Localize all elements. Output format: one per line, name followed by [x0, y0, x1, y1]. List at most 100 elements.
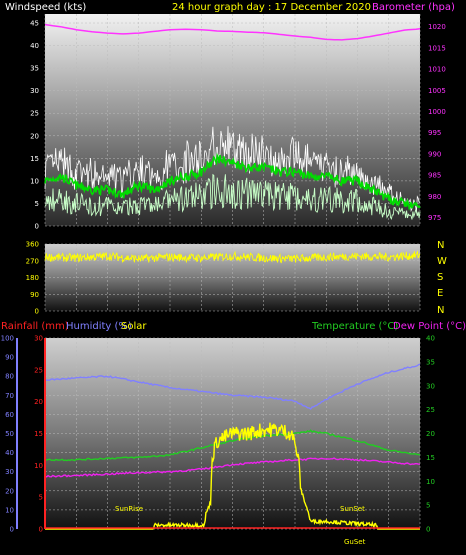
- sunrise-label: SunRise: [115, 505, 143, 513]
- bottom-xtick-tick-16: 16: [291, 533, 300, 541]
- sunset-label: SunSet: [340, 505, 365, 513]
- compass-N-4: N: [437, 305, 444, 316]
- dewpoint-line: [44, 457, 421, 478]
- rain-ytick-5: 5: [39, 494, 43, 502]
- wind-xtick-tick-04: 04: [103, 230, 112, 238]
- dir-ytick-0: 0: [35, 308, 39, 316]
- wind-xtick-tick-10: 10: [197, 230, 206, 238]
- hum-ytick-60: 60: [5, 411, 14, 419]
- baro-ytick-975: 975: [428, 214, 441, 222]
- wind-ytick-5: 5: [35, 200, 39, 208]
- rain-ytick-0: 0: [39, 526, 43, 534]
- temp-ytick-30: 30: [426, 382, 435, 390]
- wind-ytick-15: 15: [30, 155, 39, 163]
- rain-ytick-30: 30: [34, 335, 43, 343]
- dir-ytick-270: 270: [26, 257, 39, 265]
- hum-ytick-100: 100: [1, 335, 14, 343]
- bottom-xtick-tick-10: 10: [197, 533, 206, 541]
- wind-xtick-tick-12: 12: [228, 230, 237, 238]
- baro-ytick-1020: 1020: [428, 23, 446, 31]
- bottom-xtick-tick-14: 14: [259, 533, 268, 541]
- temp-ytick-5: 5: [426, 502, 430, 510]
- wind-xtick-tick-20: 20: [353, 230, 362, 238]
- humidity-legend: Humidity (%): [66, 321, 132, 332]
- wind-ytick-20: 20: [30, 132, 39, 140]
- temperature-legend: Temperature (°C): [311, 321, 398, 332]
- hum-ytick-30: 30: [5, 468, 14, 476]
- dewpoint-legend: Dew Point (°C): [393, 321, 466, 332]
- wind-ytick-25: 25: [30, 110, 39, 118]
- dir-ytick-360: 360: [26, 241, 39, 249]
- wind-xtick-tick-08: 08: [166, 230, 175, 238]
- bottom-xtick-tick-06: 06: [134, 533, 143, 541]
- wind-pressure-grid: [44, 14, 421, 227]
- temp-ytick-0: 0: [426, 526, 430, 534]
- wind-mean-line: [44, 152, 421, 211]
- baro-ytick-985: 985: [428, 172, 441, 180]
- rain-ytick-20: 20: [34, 398, 43, 406]
- hum-ytick-70: 70: [5, 392, 14, 400]
- wind-ytick-35: 35: [30, 65, 39, 73]
- wind-ytick-0: 0: [35, 223, 39, 231]
- baro-ytick-990: 990: [428, 150, 441, 158]
- hum-ytick-50: 50: [5, 430, 14, 438]
- wind-avg-line: [44, 173, 421, 220]
- hum-ytick-80: 80: [5, 373, 14, 381]
- wind-xtick-tick-22: 22: [384, 230, 393, 238]
- barometer-axis-label: Barometer (hpa): [372, 2, 455, 13]
- rain-ytick-25: 25: [34, 366, 43, 374]
- bottom-xtick-tick-20: 20: [353, 533, 362, 541]
- temp-ytick-20: 20: [426, 430, 435, 438]
- bottom-xtick-tick-04: 04: [103, 533, 112, 541]
- temperature-line: [44, 429, 421, 462]
- hum-ytick-40: 40: [5, 449, 14, 457]
- windspeed-axis-label: Windspeed (kts): [5, 2, 86, 13]
- dir-ytick-180: 180: [26, 274, 39, 282]
- humidity-temp-grid: [44, 337, 421, 530]
- wind-ytick-30: 30: [30, 87, 39, 95]
- wind-ytick-10: 10: [30, 177, 39, 185]
- baro-ytick-1015: 1015: [428, 44, 446, 52]
- rainfall-legend: Rainfall (mm): [1, 321, 69, 332]
- bottom-xtick-tick-02: 02: [72, 533, 81, 541]
- barometer-line: [44, 23, 421, 41]
- baro-ytick-995: 995: [428, 129, 441, 137]
- solar-line: [45, 422, 420, 530]
- compass-N-0: N: [437, 240, 444, 251]
- bottom-xtick-tick-08: 08: [166, 533, 175, 541]
- baro-ytick-1000: 1000: [428, 108, 446, 116]
- rain-ytick-15: 15: [34, 430, 43, 438]
- wind-xtick-tick-02: 02: [72, 230, 81, 238]
- bottom-xtick-tick-00: 00: [416, 533, 425, 541]
- hum-ytick-20: 20: [5, 487, 14, 495]
- temp-ytick-10: 10: [426, 478, 435, 486]
- compass-E-3: E: [437, 288, 443, 299]
- temp-ytick-35: 35: [426, 358, 435, 366]
- wind-direction-series: [44, 250, 421, 264]
- baro-ytick-1010: 1010: [428, 66, 446, 74]
- wind-pressure-series: [44, 23, 421, 220]
- wind-xtick-tick-00: 00: [416, 230, 425, 238]
- wind-ytick-45: 45: [30, 20, 39, 28]
- hum-ytick-90: 90: [5, 354, 14, 362]
- wind-ytick-40: 40: [30, 42, 39, 50]
- wind-gust-line: [44, 126, 420, 213]
- wind-direction-line: [44, 250, 421, 264]
- baro-ytick-980: 980: [428, 193, 441, 201]
- temp-ytick-25: 25: [426, 406, 435, 414]
- solar-legend: Solar: [121, 321, 147, 332]
- hum-ytick-10: 10: [5, 506, 14, 514]
- dir-ytick-90: 90: [30, 291, 39, 299]
- wind-pressure-axes: 0510152025303540459759809859909951000100…: [30, 20, 446, 238]
- compass-S-2: S: [437, 272, 443, 283]
- humidity-line: [44, 363, 421, 410]
- bottom-xtick-tick-18: 18: [322, 533, 331, 541]
- wind-xtick-tick-16: 16: [291, 230, 300, 238]
- gust-bottom-label: GuSet: [344, 538, 366, 546]
- wind-xtick-tick-18: 18: [322, 230, 331, 238]
- wind-direction-grid: [44, 243, 421, 312]
- graph-title: 24 hour graph day : 17 December 2020: [172, 2, 371, 13]
